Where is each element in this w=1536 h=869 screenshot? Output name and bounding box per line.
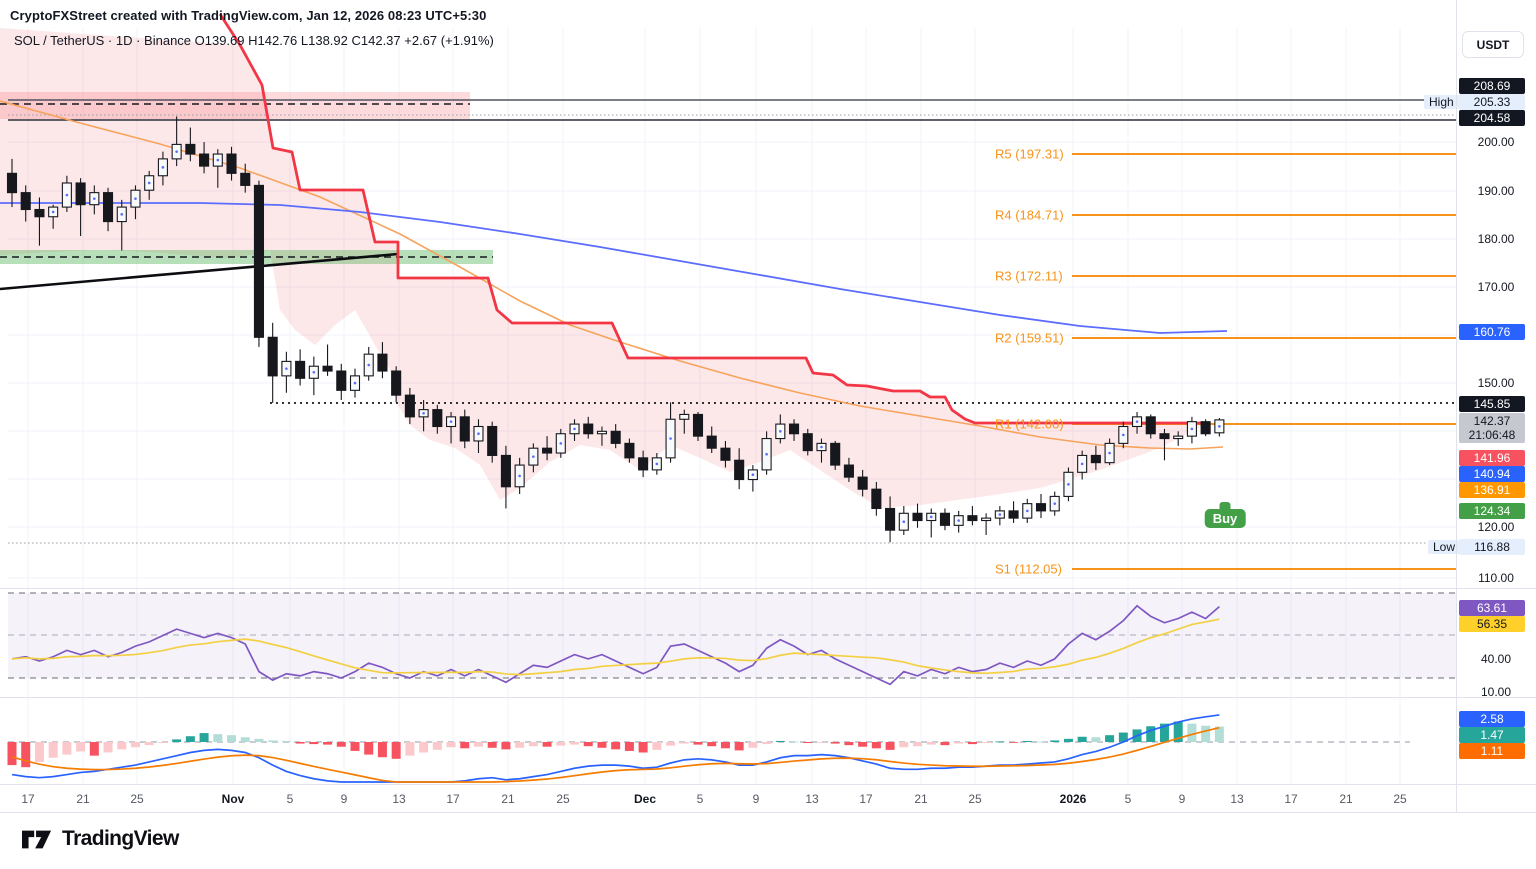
pivot-label: R1 (142.00) [995, 416, 1064, 432]
date-axis-label: 5 [1124, 792, 1132, 806]
price-axis-badge: 63.61 [1459, 600, 1525, 616]
date-axis-label: 9 [340, 792, 348, 806]
price-axis-badge: 2.58 [1459, 711, 1525, 727]
date-axis-label: 21 [914, 792, 928, 806]
price-axis-label: 200.00 [1477, 135, 1515, 149]
price-axis-badge: 116.88 [1459, 539, 1525, 555]
price-axis-label: 110.00 [1478, 571, 1514, 585]
date-axis-label: 25 [1393, 792, 1407, 806]
price-axis-badge: 141.96 [1459, 450, 1525, 466]
price-axis-badge: 205.33 [1459, 94, 1525, 110]
date-axis-label: 5 [696, 792, 704, 806]
high-price-label: High [1424, 95, 1459, 109]
pane-separator[interactable] [0, 588, 1536, 589]
price-axis-badge: 145.85 [1459, 396, 1525, 412]
date-axis-label: 5 [286, 792, 294, 806]
buy-signal-pointer [1219, 502, 1231, 513]
date-axis-label: 17 [21, 792, 35, 806]
price-axis-badge: 142.37 21:06:48 [1459, 413, 1525, 443]
footer-separator [0, 812, 1536, 813]
pivot-label: S1 (112.05) [995, 561, 1062, 577]
date-axis-label: Nov [221, 792, 245, 806]
chart-canvas[interactable] [0, 0, 1536, 812]
date-axis-label: 9 [1178, 792, 1186, 806]
date-axis-label: 9 [752, 792, 760, 806]
axis-vertical-separator [1456, 0, 1457, 812]
tradingview-logo-icon [22, 830, 52, 849]
price-axis-label: 10.00 [1480, 685, 1512, 699]
price-axis-label: 150.00 [1477, 376, 1515, 390]
date-axis-label: 25 [130, 792, 144, 806]
buy-signal-badge[interactable]: Buy [1204, 509, 1246, 528]
price-axis-badge: 56.35 [1459, 616, 1525, 632]
date-axis-label: Dec [633, 792, 657, 806]
symbol-ohlc-row[interactable]: SOL / TetherUS · 1D · Binance O139.69 H1… [14, 33, 494, 48]
price-axis-badge: 124.34 [1459, 503, 1525, 519]
price-axis-badge: 1.47 [1459, 727, 1525, 743]
pivot-label: R4 (184.71) [995, 207, 1064, 223]
date-axis-label: 21 [1339, 792, 1353, 806]
price-axis-badge: 160.76 [1459, 324, 1525, 340]
date-axis-label: 17 [1284, 792, 1298, 806]
date-axis-label: 25 [968, 792, 982, 806]
date-axis-label: 17 [446, 792, 460, 806]
price-axis-badge: 140.94 [1459, 466, 1525, 482]
date-axis-label: 17 [859, 792, 873, 806]
price-axis-label: 120.00 [1477, 520, 1515, 534]
axis-separator [0, 784, 1536, 785]
pivot-label: R5 (197.31) [995, 146, 1064, 162]
price-axis-badge: 208.69 [1459, 78, 1525, 94]
tradingview-logo[interactable]: TradingView [20, 824, 179, 854]
date-axis-label: 21 [76, 792, 90, 806]
price-axis-label: 180.00 [1477, 232, 1515, 246]
date-axis-label: 25 [556, 792, 570, 806]
price-axis-label: 40.00 [1480, 652, 1512, 666]
price-axis-badge: 136.91 [1459, 482, 1525, 498]
price-axis-badge: 204.58 [1459, 110, 1525, 126]
date-axis-label: 21 [501, 792, 515, 806]
price-axis-label: 190.00 [1477, 184, 1515, 198]
date-axis-label: 2026 [1059, 792, 1087, 806]
date-axis-label: 13 [392, 792, 406, 806]
pivot-label: R2 (159.51) [995, 330, 1064, 346]
low-price-label: Low [1428, 540, 1461, 554]
currency-toggle-button[interactable]: USDT [1462, 31, 1524, 58]
tradingview-logo-text: TradingView [62, 827, 179, 850]
price-axis-badge: 1.11 [1459, 743, 1525, 759]
pivot-label: R3 (172.11) [995, 268, 1063, 284]
watermark-attribution: CryptoFXStreet created with TradingView.… [10, 8, 487, 23]
pane-separator[interactable] [0, 697, 1536, 698]
date-axis-label: 13 [805, 792, 819, 806]
date-axis-label: 13 [1230, 792, 1244, 806]
price-axis-label: 170.00 [1477, 280, 1515, 294]
